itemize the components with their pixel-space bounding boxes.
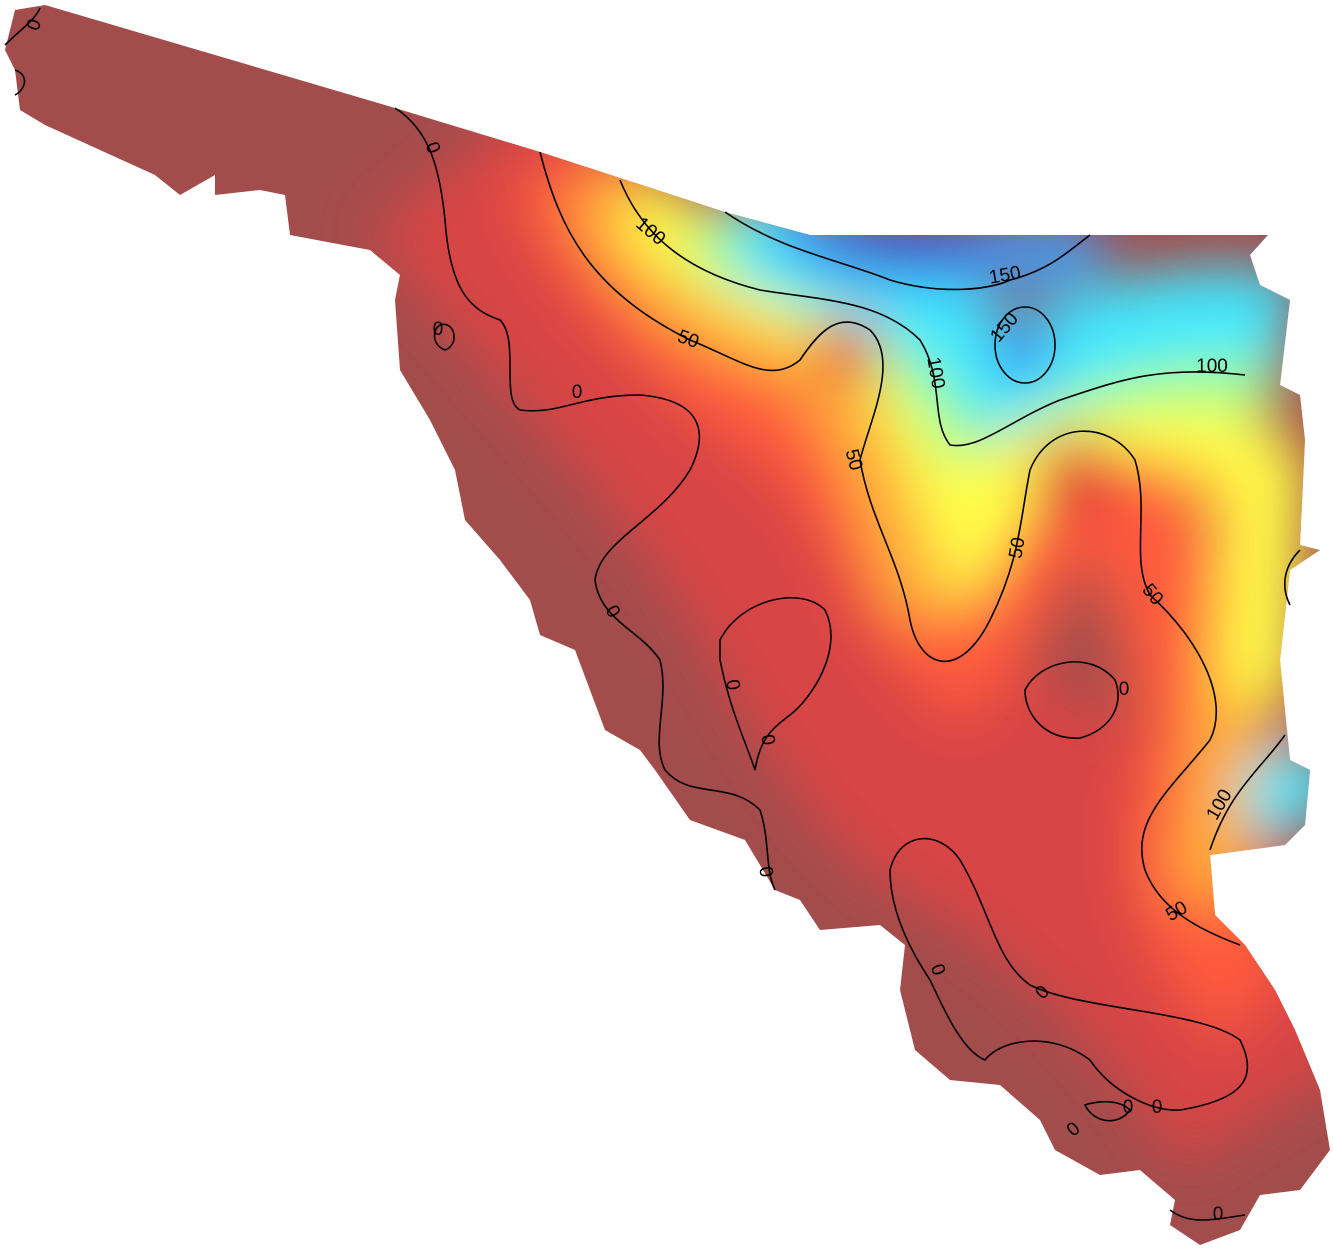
- contour-line: [433, 323, 455, 351]
- contour-label: 0: [1152, 1097, 1163, 1118]
- contour-label: 50: [1005, 536, 1029, 560]
- contour-label: 100: [1196, 356, 1228, 377]
- contour-line: [1024, 661, 1119, 739]
- contour-line: [619, 179, 1246, 447]
- contour-label: 0: [1119, 679, 1130, 700]
- contour-line: [994, 306, 1056, 384]
- contour-line: [4, 7, 41, 96]
- contour-line: [394, 107, 776, 891]
- contour-line: [719, 596, 832, 771]
- contour-line: [539, 151, 1241, 946]
- contour-label: 0: [433, 319, 444, 340]
- contour-label: 0: [572, 382, 583, 403]
- contour-label: 0: [754, 865, 777, 879]
- contour-label: 0: [1213, 1204, 1224, 1225]
- contour-line: [1169, 1209, 1246, 1221]
- contour-line: [889, 837, 1249, 1111]
- contour-line: [1083, 1100, 1132, 1122]
- contour-label: 0: [756, 733, 779, 747]
- contour-label: 0: [1123, 1097, 1134, 1118]
- contour-line: [724, 211, 1091, 291]
- contour-line: [1209, 734, 1286, 851]
- contour-line: [1284, 549, 1301, 606]
- contour-lines: [4, 7, 1301, 1221]
- contour-label: 0: [721, 678, 744, 692]
